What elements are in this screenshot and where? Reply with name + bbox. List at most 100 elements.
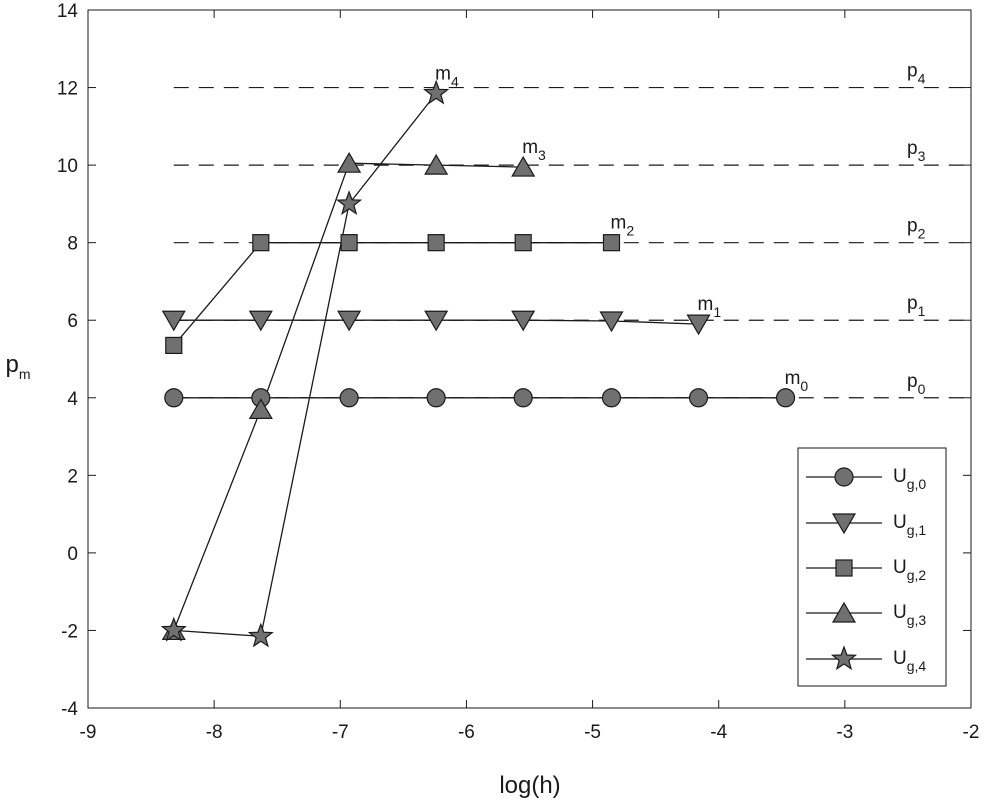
y-tick-label: 2 bbox=[67, 466, 78, 487]
series-line-4 bbox=[173, 92, 437, 637]
series-3-end-label-base: m bbox=[522, 137, 538, 158]
series-0-point bbox=[775, 388, 796, 408]
legend-box bbox=[797, 447, 947, 687]
x-tick-label: -7 bbox=[332, 722, 349, 743]
legend-item-1[interactable]: Ug,1 bbox=[806, 512, 926, 538]
x-tick-label: -3 bbox=[836, 722, 853, 743]
series-0-point bbox=[339, 388, 359, 408]
series-1-point bbox=[161, 310, 186, 332]
x-axis-label: log(h) bbox=[499, 772, 560, 799]
legend-label-2-sub: g,2 bbox=[907, 567, 927, 583]
legend-item-3[interactable]: Ug,3 bbox=[806, 601, 926, 628]
x-tick-label: -4 bbox=[710, 722, 727, 743]
legend-item-4[interactable]: Ug,4 bbox=[806, 645, 926, 674]
series-3-end-label: m3 bbox=[522, 137, 546, 163]
legend-label-1: Ug,1 bbox=[893, 512, 926, 538]
series-4-end-label-sub: 4 bbox=[451, 73, 459, 89]
y-axis-label-sub: m bbox=[19, 366, 31, 382]
series-1-point bbox=[248, 310, 273, 332]
series-0-end-label-base: m bbox=[785, 368, 801, 389]
series-3-point bbox=[248, 398, 273, 420]
reference-label-p0-sub: 0 bbox=[918, 381, 926, 397]
series-1-point bbox=[424, 310, 449, 332]
series-1-point bbox=[599, 311, 624, 333]
series-2-point bbox=[602, 234, 621, 252]
series-2-end-label-sub: 2 bbox=[626, 223, 634, 239]
series-0-point bbox=[426, 388, 446, 408]
series-2-point bbox=[340, 234, 358, 252]
legend-label-0: Ug,0 bbox=[893, 466, 926, 492]
series-4-point bbox=[160, 616, 187, 642]
series-0-point bbox=[601, 388, 622, 408]
legend-marker bbox=[831, 513, 857, 535]
legend-label-2: Ug,2 bbox=[893, 557, 926, 583]
series-3-point bbox=[337, 151, 362, 173]
reference-label-p4: p4 bbox=[907, 61, 926, 87]
legend-label-4-sub: g,4 bbox=[907, 658, 927, 674]
y-tick-label: 6 bbox=[67, 311, 78, 332]
legend-label-3-base: U bbox=[893, 602, 907, 623]
series-1-point bbox=[511, 310, 536, 332]
series-2-point bbox=[427, 234, 445, 252]
legend-item-2[interactable]: Ug,2 bbox=[806, 557, 926, 583]
y-axis-label-base: p bbox=[5, 351, 18, 378]
reference-label-p3-sub: 3 bbox=[918, 148, 926, 164]
reference-label-p3-base: p bbox=[907, 138, 918, 159]
x-tick-label: -6 bbox=[458, 722, 475, 743]
series-4-end-label-base: m bbox=[435, 63, 451, 84]
legend-label-2-base: U bbox=[893, 557, 907, 578]
reference-label-p3: p3 bbox=[907, 138, 926, 164]
legend-label-4-base: U bbox=[893, 648, 907, 669]
reference-label-p2: p2 bbox=[907, 216, 926, 242]
reference-label-p1: p1 bbox=[907, 293, 926, 319]
reference-label-p1-base: p bbox=[907, 293, 918, 314]
series-4-point bbox=[336, 190, 363, 216]
legend-label-3: Ug,3 bbox=[893, 602, 926, 628]
series-0-point bbox=[164, 388, 184, 408]
y-axis-label: pm bbox=[5, 351, 30, 382]
legend-item-0[interactable]: Ug,0 bbox=[806, 466, 926, 492]
series-0-point bbox=[513, 388, 533, 408]
series-4-point bbox=[247, 622, 274, 648]
series-1-end-label-sub: 1 bbox=[713, 304, 721, 320]
series-2-point bbox=[514, 234, 532, 252]
axis-ticks bbox=[87, 9, 972, 709]
reference-label-p0-base: p bbox=[907, 371, 918, 392]
series-4-point bbox=[423, 79, 450, 105]
series-3-end-label-sub: 3 bbox=[538, 147, 546, 163]
y-tick-label: 8 bbox=[67, 234, 78, 255]
y-tick-label: 14 bbox=[57, 1, 79, 22]
legend-label-4: Ug,4 bbox=[893, 648, 926, 674]
series-1-point bbox=[686, 314, 711, 336]
legend-label-1-base: U bbox=[893, 512, 907, 533]
legend-marker bbox=[835, 559, 853, 577]
legend-label-0-sub: g,0 bbox=[907, 476, 927, 492]
y-tick-label: 0 bbox=[67, 544, 78, 565]
series-1-end-label-base: m bbox=[698, 294, 714, 315]
reference-label-p2-base: p bbox=[907, 216, 918, 237]
series-0-end-label: m0 bbox=[785, 368, 809, 394]
legend-marker bbox=[834, 467, 854, 487]
series-3-point bbox=[424, 153, 449, 175]
reference-label-p4-sub: 4 bbox=[918, 71, 926, 87]
series-0-end-label-sub: 0 bbox=[800, 378, 808, 394]
reference-label-p4-base: p bbox=[907, 61, 918, 82]
series-2-point bbox=[165, 336, 183, 355]
y-tick-label: -4 bbox=[61, 699, 78, 720]
series-4-end-label: m4 bbox=[435, 63, 459, 89]
x-tick-label: -9 bbox=[80, 722, 97, 743]
legend-marker bbox=[831, 601, 857, 623]
legend-marker bbox=[830, 645, 858, 671]
y-tick-label: 10 bbox=[57, 156, 78, 177]
legend[interactable]: Ug,0Ug,1Ug,2Ug,3Ug,4 bbox=[797, 447, 947, 687]
x-tick-label: -5 bbox=[584, 722, 601, 743]
series-3-point bbox=[511, 155, 536, 177]
y-tick-label: 12 bbox=[57, 79, 78, 100]
axes-frame bbox=[87, 9, 972, 709]
series-2-end-label: m2 bbox=[610, 213, 634, 239]
series-markers bbox=[160, 79, 796, 648]
